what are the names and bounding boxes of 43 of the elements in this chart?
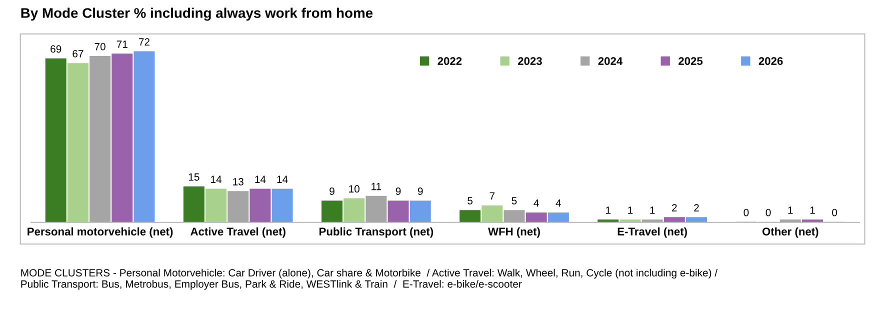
data-label: 1 — [810, 206, 815, 214]
data-label: 9 — [418, 188, 423, 195]
data-label: 7 — [490, 192, 495, 200]
data-label: 1 — [628, 206, 633, 214]
data-label: 0 — [832, 208, 838, 216]
x-tick-label: Other (net) — [762, 227, 818, 238]
data-label: 1 — [650, 206, 655, 214]
data-label: 1 — [788, 206, 793, 214]
legend-label: 2026 — [758, 57, 783, 66]
data-label: 4 — [534, 200, 539, 207]
data-label: 5 — [512, 197, 517, 204]
x-tick-label: E-Travel (net) — [618, 227, 687, 238]
data-label: 70 — [94, 42, 106, 50]
x-tick-label: WFH (net) — [488, 227, 540, 238]
legend-label: 2023 — [518, 57, 542, 66]
data-label: 2 — [672, 204, 677, 212]
data-label: 67 — [72, 50, 84, 58]
data-label: 14 — [255, 176, 266, 183]
legend-label: 2025 — [678, 57, 703, 66]
data-label: 9 — [396, 188, 401, 195]
data-label: 10 — [349, 185, 360, 193]
data-label: 69 — [50, 45, 62, 53]
data-label: 71 — [116, 40, 128, 48]
data-label: 14 — [211, 176, 222, 183]
data-label: 2 — [694, 204, 699, 212]
data-label: 0 — [744, 208, 749, 216]
data-label: 72 — [138, 38, 150, 46]
data-label: 11 — [372, 182, 382, 190]
data-label: 0 — [766, 208, 771, 216]
chart-title: By Mode Cluster % including always work from home — [21, 8, 373, 21]
legend-label: 2024 — [598, 57, 623, 66]
data-label: 14 — [277, 176, 288, 183]
data-label: 9 — [330, 188, 334, 195]
data-label: 5 — [468, 197, 473, 204]
x-tick-label: Active Travel (net) — [190, 227, 286, 238]
legend-label: 2022 — [438, 57, 462, 66]
text: MODE CLUSTERS - Personal Motorvehicle: Car Driver (alone), Car share & Motorbike / Active Travel: Walk, Wheel, Run, Cycle (not including e-bike) / Public Transport: Bus, Metrobus, Employer Bus, Park & Ride, WESTlink & Train / E-Travel: e-bike/e-scooter — [21, 268, 718, 290]
data-label: 15 — [188, 173, 200, 181]
data-label: 1 — [606, 206, 611, 214]
x-tick-label: Personal motorvehicle (net) — [28, 227, 173, 238]
data-label: 4 — [556, 200, 562, 207]
data-label: 13 — [233, 178, 244, 186]
x-tick-label: Public Transport (net) — [320, 227, 434, 238]
